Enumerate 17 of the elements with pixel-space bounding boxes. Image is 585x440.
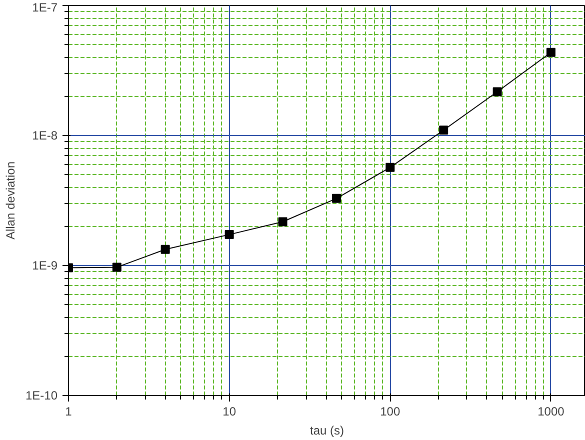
y-tick-label: 1E-10 xyxy=(25,388,58,402)
point xyxy=(439,126,448,135)
x-tick-label: 10 xyxy=(222,404,236,418)
x-tick-label: 100 xyxy=(380,404,400,418)
x-axis-title: tau (s) xyxy=(310,424,344,438)
y-axis-title: Allan deviation xyxy=(3,161,18,240)
point xyxy=(546,48,556,57)
x-tick-label: 1 xyxy=(65,404,72,418)
point xyxy=(386,162,395,172)
y-tick-label: 1E-8 xyxy=(32,128,58,142)
point xyxy=(224,230,234,240)
point xyxy=(278,217,288,226)
x-tick-label: 1000 xyxy=(538,404,565,418)
point xyxy=(492,87,502,96)
point xyxy=(332,194,342,203)
y-tick-label: 1E-9 xyxy=(32,258,58,272)
y-tick-label: 1E-7 xyxy=(32,0,58,14)
